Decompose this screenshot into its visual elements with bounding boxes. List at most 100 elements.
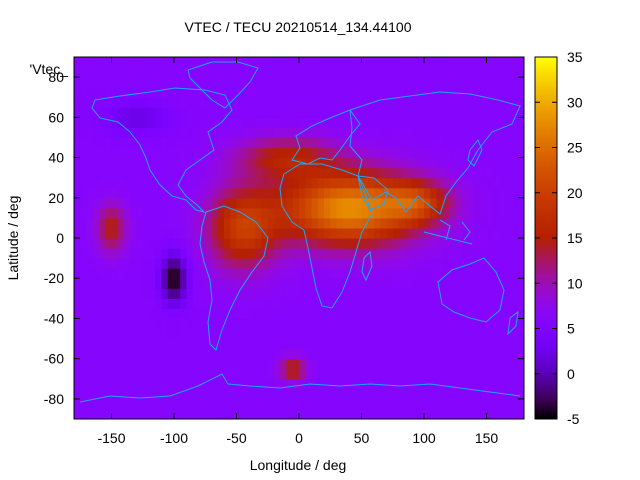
- heatmap-cell: [367, 368, 375, 380]
- heatmap-cell: [117, 77, 125, 88]
- heatmap-cell: [361, 388, 369, 400]
- heatmap-cell: [455, 137, 463, 149]
- heatmap-cell: [74, 117, 81, 128]
- heatmap-cell: [217, 97, 225, 108]
- heatmap-cell: [155, 117, 163, 128]
- heatmap-cell: [374, 207, 381, 219]
- heatmap-cell: [249, 338, 256, 350]
- heatmap-cell: [242, 258, 250, 269]
- heatmap-cell: [499, 147, 506, 159]
- heatmap-cell: [399, 338, 406, 350]
- heatmap-cell: [361, 167, 369, 179]
- heatmap-cell: [174, 117, 181, 128]
- heatmap-cell: [486, 378, 494, 390]
- heatmap-cell: [99, 217, 106, 229]
- heatmap-cell: [142, 117, 150, 128]
- heatmap-cell: [399, 258, 406, 269]
- heatmap-cell: [74, 157, 81, 169]
- heatmap-cell: [211, 238, 219, 249]
- coastline-madagascar: [361, 250, 373, 282]
- heatmap-cell: [449, 217, 456, 229]
- heatmap-cell: [267, 398, 275, 410]
- heatmap-cell: [336, 338, 344, 350]
- heatmap-cell: [355, 217, 363, 229]
- heatmap-cell: [355, 288, 363, 299]
- heatmap-cell: [367, 137, 375, 149]
- heatmap-cell: [461, 67, 469, 78]
- heatmap-cell: [517, 147, 524, 159]
- heatmap-cell: [211, 127, 219, 139]
- heatmap-cell: [174, 87, 181, 98]
- heatmap-cell: [317, 238, 325, 249]
- heatmap-cell: [205, 147, 213, 159]
- heatmap-cell: [517, 127, 524, 139]
- heatmap-cell: [505, 298, 513, 309]
- heatmap-cell: [324, 137, 331, 149]
- heatmap-cell: [480, 217, 488, 229]
- heatmap-cell: [417, 258, 425, 269]
- heatmap-cell: [436, 147, 444, 159]
- heatmap-cell: [224, 127, 231, 139]
- heatmap-cell: [361, 318, 369, 330]
- heatmap-cell: [305, 137, 313, 149]
- heatmap-cell: [317, 97, 325, 108]
- heatmap-cell: [105, 207, 113, 219]
- heatmap-cell: [342, 187, 350, 199]
- heatmap-cell: [380, 127, 388, 139]
- heatmap-cell: [499, 238, 506, 249]
- heatmap-cell: [330, 157, 338, 169]
- heatmap-cell: [267, 217, 275, 229]
- heatmap-cell: [249, 157, 256, 169]
- heatmap-cell: [236, 338, 244, 350]
- heatmap-cell: [330, 217, 338, 229]
- heatmap-cell: [480, 338, 488, 350]
- heatmap-cell: [380, 368, 388, 380]
- heatmap-cell: [342, 87, 350, 98]
- heatmap-cell: [217, 217, 225, 229]
- heatmap-cell: [349, 248, 356, 259]
- heatmap-cell: [355, 368, 363, 380]
- heatmap-cell: [492, 238, 500, 249]
- heatmap-cell: [386, 157, 394, 169]
- heatmap-cell: [180, 57, 188, 68]
- heatmap-cell: [217, 127, 225, 139]
- heatmap-cell: [430, 77, 438, 88]
- heatmap-cell: [180, 318, 188, 330]
- heatmap-cell: [99, 157, 106, 169]
- heatmap-cell: [192, 97, 200, 108]
- heatmap-cell: [155, 268, 163, 279]
- heatmap-cell: [461, 278, 469, 289]
- heatmap-cell: [149, 157, 156, 169]
- heatmap-cell: [317, 207, 325, 219]
- heatmap-cell: [511, 207, 519, 219]
- heatmap-cell: [324, 308, 331, 320]
- heatmap-cell: [174, 147, 181, 159]
- heatmap-cell: [205, 348, 213, 360]
- heatmap-cell: [442, 227, 450, 239]
- heatmap-cell: [80, 258, 88, 269]
- heatmap-cell: [386, 167, 394, 179]
- heatmap-cell: [105, 258, 113, 269]
- heatmap-cell: [274, 268, 281, 279]
- heatmap-cell: [167, 278, 175, 289]
- heatmap-cell: [324, 368, 331, 380]
- heatmap-cell: [324, 358, 331, 370]
- heatmap-cell: [174, 67, 181, 78]
- heatmap-cell: [99, 67, 106, 78]
- heatmap-cell: [511, 318, 519, 330]
- heatmap-cell: [311, 338, 319, 350]
- heatmap-cell: [142, 67, 150, 78]
- heatmap-cell: [192, 348, 200, 360]
- heatmap-cell: [424, 87, 431, 98]
- heatmap-cell: [299, 67, 306, 78]
- heatmap-cell: [80, 67, 88, 78]
- heatmap-cell: [349, 147, 356, 159]
- heatmap-cell: [161, 207, 169, 219]
- heatmap-cell: [299, 308, 306, 320]
- heatmap-cell: [142, 368, 150, 380]
- heatmap-cell: [142, 187, 150, 199]
- heatmap-cell: [242, 87, 250, 98]
- heatmap-cell: [280, 217, 288, 229]
- heatmap-cell: [155, 157, 163, 169]
- heatmap-cell: [411, 117, 419, 128]
